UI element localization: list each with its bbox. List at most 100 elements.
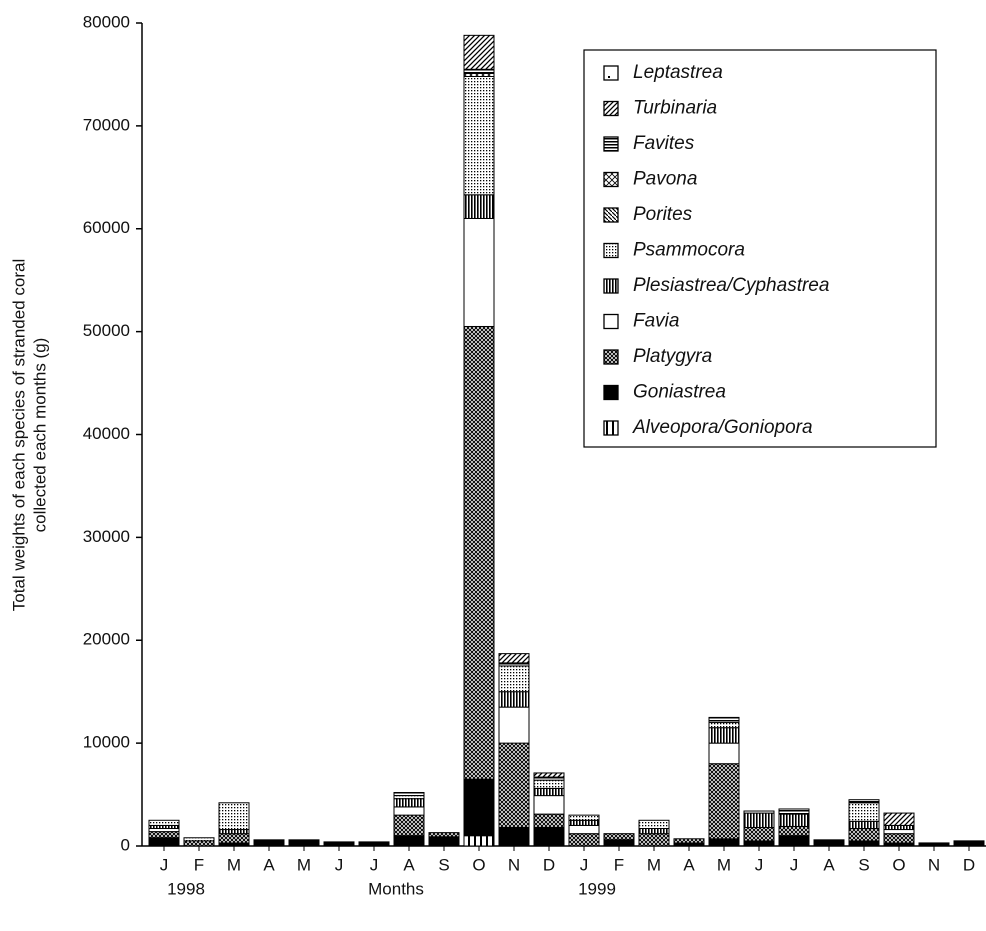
x-tick-label: J	[335, 855, 344, 874]
y-tick-label: 40000	[83, 424, 130, 443]
x-tick-label: O	[472, 855, 485, 874]
bar-segment	[568, 814, 600, 821]
legend-swatch	[603, 171, 619, 188]
legend-label: Turbinaria	[633, 98, 717, 119]
bar-segment	[218, 802, 250, 831]
x-tick-label: M	[227, 855, 241, 874]
x-tick-label: J	[580, 855, 589, 874]
bar-segment	[498, 706, 530, 744]
bar-segment	[358, 841, 390, 847]
legend	[583, 49, 937, 448]
bar-segment	[673, 838, 705, 844]
legend-swatch	[603, 420, 619, 436]
bar-segment	[638, 819, 670, 830]
bar-segment	[708, 742, 740, 765]
bar-segment	[883, 824, 915, 831]
bar-segment	[813, 839, 845, 847]
bar-segment	[183, 837, 215, 842]
bar-segment	[463, 34, 495, 70]
legend-swatch	[603, 136, 619, 152]
bar-segment	[148, 831, 180, 839]
bar-segment	[883, 812, 915, 826]
bar-segment	[183, 840, 215, 847]
bar-segment	[778, 808, 810, 815]
bar-segment	[708, 716, 740, 724]
legend-label: Goniastrea	[633, 382, 726, 403]
legend-label: Pavona	[633, 169, 697, 190]
y-tick-label: 60000	[83, 218, 130, 237]
bar-segment	[463, 778, 495, 837]
legend-label: Favia	[633, 311, 679, 332]
bar-segment	[603, 839, 635, 847]
y-tick-label: 50000	[83, 321, 130, 340]
legend-label: Platygyra	[633, 346, 712, 367]
bar-segment	[533, 826, 565, 847]
bar-segment	[533, 787, 565, 797]
bar-segment	[498, 826, 530, 847]
x-tick-label: J	[370, 855, 379, 874]
bar-segment	[393, 814, 425, 837]
bar-segment	[708, 727, 740, 744]
x-tick-label: S	[438, 855, 449, 874]
bar-segment	[568, 819, 600, 826]
bar-segment	[603, 833, 635, 841]
bar-segment	[778, 825, 810, 837]
bar-segment	[708, 722, 740, 729]
bar-segment	[498, 691, 530, 708]
x-tick-label: A	[263, 855, 275, 874]
bar-segment	[708, 763, 740, 840]
bar-segment	[498, 742, 530, 828]
bar-segment	[253, 839, 285, 847]
bar-segment	[743, 812, 775, 828]
bar-segment	[498, 665, 530, 693]
legend-swatch	[603, 207, 619, 223]
bar-segment	[218, 829, 250, 835]
bar-segment	[883, 829, 915, 835]
bar-segment	[743, 810, 775, 814]
legend-swatch	[603, 242, 619, 259]
x-tick-label: D	[543, 855, 555, 874]
bar-segment	[463, 835, 495, 847]
bar-segment	[498, 653, 530, 664]
bar-segment	[743, 826, 775, 842]
legend-swatch	[603, 349, 619, 365]
bar-segment	[953, 840, 985, 847]
bar-segment	[708, 838, 740, 847]
x-tick-label: N	[928, 855, 940, 874]
bar-segment	[393, 806, 425, 816]
bar-segment	[778, 835, 810, 847]
legend-label: Leptastrea	[633, 62, 723, 83]
year-label: 1999	[578, 879, 616, 898]
x-tick-label: J	[790, 855, 799, 874]
x-tick-label: J	[755, 855, 764, 874]
bar-segment	[568, 833, 600, 847]
bar-segment	[533, 813, 565, 828]
bar-segment	[463, 68, 495, 74]
legend-swatch	[603, 278, 619, 294]
bar-segment	[883, 833, 915, 844]
x-axis-label: Months	[368, 879, 424, 898]
bar-segment	[778, 813, 810, 827]
x-tick-label: A	[823, 855, 835, 874]
bar-segment	[288, 839, 320, 847]
bar-segment	[148, 819, 180, 826]
legend-label: Alveopora/Goniopora	[632, 417, 813, 438]
bar-segment	[463, 75, 495, 196]
y-axis-label: Total weights of each species of strande…	[9, 259, 28, 611]
y-tick-label: 80000	[83, 12, 130, 31]
x-tick-label: N	[508, 855, 520, 874]
bar-segment	[743, 840, 775, 847]
y-tick-label: 70000	[83, 115, 130, 134]
bar-segment	[533, 779, 565, 789]
bar-segment	[148, 837, 180, 847]
legend-label: Porites	[633, 204, 693, 225]
bar-segment	[393, 792, 425, 797]
x-tick-label: J	[160, 855, 169, 874]
x-tick-label: A	[683, 855, 695, 874]
legend-label: Favites	[633, 133, 695, 154]
y-axis-label: collected each months (g)	[30, 338, 49, 533]
x-tick-label: M	[647, 855, 661, 874]
legend-label: Plesiastrea/Cyphastrea	[633, 275, 829, 296]
bar-segment	[533, 772, 565, 778]
